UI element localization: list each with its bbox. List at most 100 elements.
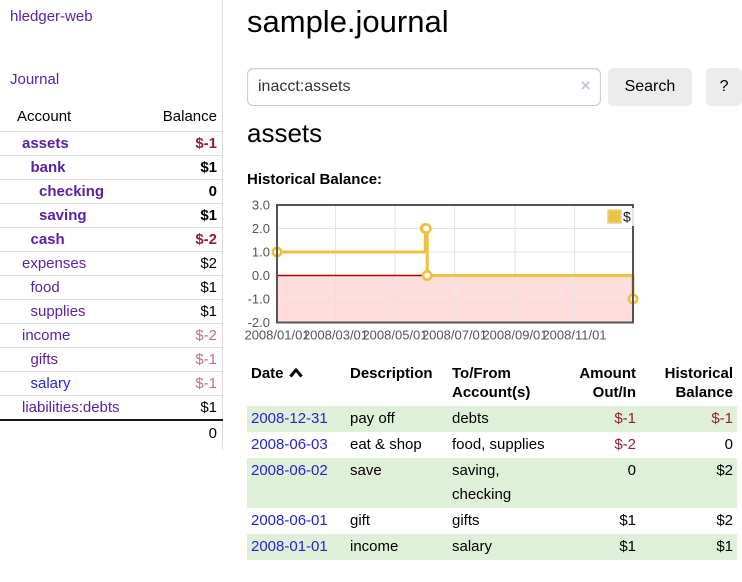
svg-text:-2.0: -2.0 xyxy=(248,315,270,330)
clear-search-icon[interactable]: × xyxy=(580,76,591,95)
account-balance: $-1 xyxy=(195,375,217,392)
register-header-row: Date Description To/From Account(s) Amou… xyxy=(247,360,737,406)
account-heading: assets xyxy=(247,118,323,148)
app-brand-link[interactable]: hledger-web xyxy=(10,8,93,25)
account-balance: $-1 xyxy=(195,351,217,368)
register-header-balance: Historical Balance xyxy=(664,365,733,401)
register-row: 2008-12-31 pay off debts $-1 $-1 xyxy=(247,406,737,432)
svg-text:0.0: 0.0 xyxy=(252,268,270,283)
register-amount: $-1 xyxy=(614,410,636,427)
historical-balance-chart[interactable]: 3.0 2.0 1.0 0.0 -1.0 -2.02008/01/012008/03/01… xyxy=(244,198,742,346)
register-date-link[interactable]: 2008-01-01 xyxy=(251,538,328,555)
search-bar: × Search ? xyxy=(247,68,742,106)
register-header-amount: Amount Out/In xyxy=(579,365,636,401)
account-row: checking 0 xyxy=(0,179,223,204)
search-input[interactable] xyxy=(247,68,601,106)
account-row: assets $-1 xyxy=(0,131,223,156)
register-amount: $1 xyxy=(619,512,636,529)
sidebar-account-link-supplies[interactable]: supplies xyxy=(30,303,86,320)
account-balance: $1 xyxy=(200,159,217,176)
sidebar-account-link-bank[interactable]: bank xyxy=(30,159,66,176)
register-date-link[interactable]: 2008-12-31 xyxy=(251,410,328,427)
svg-text:2008/01/01: 2008/01/01 xyxy=(244,328,309,343)
sidebar-account-link-assets[interactable]: assets xyxy=(22,135,69,152)
account-row: cash $-2 xyxy=(0,227,223,252)
search-input-wrap: × xyxy=(247,68,601,106)
register-accounts: gifts xyxy=(452,512,480,529)
accounts-header-row: Account Balance xyxy=(0,104,223,132)
sidebar-account-link-cash[interactable]: cash xyxy=(30,231,65,248)
register-row: 2008-06-03 eat & shop food, supplies $-2… xyxy=(247,432,737,458)
register-balance: $2 xyxy=(716,462,733,479)
main-content: sample.journal × Search ? assets Histori… xyxy=(244,0,742,582)
account-balance: $1 xyxy=(200,279,217,296)
register-row: 2008-06-02 save saving, checking 0 $2 xyxy=(247,458,737,508)
account-balance: $2 xyxy=(200,255,217,272)
sidebar-item-journal[interactable]: Journal xyxy=(10,71,60,88)
register-row: 2008-06-01 gift gifts $1 $2 xyxy=(247,508,737,534)
account-balance: $1 xyxy=(200,303,217,320)
accounts-total: 0 xyxy=(208,425,217,442)
account-balance: $1 xyxy=(200,399,217,416)
svg-text:2008/09/01: 2008/09/01 xyxy=(482,328,547,343)
register-header-date[interactable]: Date xyxy=(247,360,346,406)
register-amount: $-2 xyxy=(614,436,636,453)
accounts-header-balance: Balance xyxy=(162,108,217,125)
register-balance: 0 xyxy=(724,436,733,453)
account-balance: $-2 xyxy=(195,231,217,248)
svg-text:2008/05/01: 2008/05/01 xyxy=(362,328,427,343)
register-description: save xyxy=(350,462,382,479)
sidebar-account-link-expenses[interactable]: expenses xyxy=(22,255,87,272)
account-balance: $-2 xyxy=(195,327,217,344)
register-date-link[interactable]: 2008-06-03 xyxy=(251,436,328,453)
sidebar-account-link-checking[interactable]: checking xyxy=(39,183,105,200)
account-row: income $-2 xyxy=(0,323,223,348)
register-accounts: salary xyxy=(452,538,493,555)
register-amount: $1 xyxy=(619,538,636,555)
sidebar-account-link-food[interactable]: food xyxy=(30,279,60,296)
svg-text:3.0: 3.0 xyxy=(252,198,270,213)
register-balance: $-1 xyxy=(711,410,733,427)
svg-text:1.0: 1.0 xyxy=(252,245,270,260)
search-button[interactable]: Search xyxy=(607,68,693,106)
register-row: 2008-01-01 income salary $1 $1 xyxy=(247,534,737,560)
sort-ascending-icon xyxy=(288,368,303,378)
register-balance: $1 xyxy=(716,538,733,555)
sidebar-account-link-liabilitiesdebts[interactable]: liabilities:debts xyxy=(22,399,120,416)
account-row: bank $1 xyxy=(0,155,223,180)
chart-label: Historical Balance: xyxy=(247,171,383,188)
account-balance: $1 xyxy=(200,207,217,224)
register-header-accounts: To/From Account(s) xyxy=(452,365,531,401)
register-balance: $2 xyxy=(716,512,733,529)
page-title: sample.journal xyxy=(247,4,449,39)
register-description: gift xyxy=(350,512,371,529)
account-balance: 0 xyxy=(208,183,217,200)
svg-text:2.0: 2.0 xyxy=(252,221,270,236)
account-row: saving $1 xyxy=(0,203,223,228)
account-balance: $-1 xyxy=(195,135,217,152)
sidebar-account-link-saving[interactable]: saving xyxy=(39,207,87,224)
sidebar: hledger-web Journal Account Balance asse… xyxy=(0,0,223,450)
sidebar-account-link-income[interactable]: income xyxy=(22,327,71,344)
register-table: Date Description To/From Account(s) Amou… xyxy=(247,360,737,560)
account-row: supplies $1 xyxy=(0,299,223,324)
sidebar-account-link-salary[interactable]: salary xyxy=(30,375,71,392)
register-date-link[interactable]: 2008-06-02 xyxy=(251,462,328,479)
register-description: pay off xyxy=(350,410,395,427)
register-amount: 0 xyxy=(627,462,636,479)
register-date-link[interactable]: 2008-06-01 xyxy=(251,512,328,529)
register-accounts: debts xyxy=(452,410,489,427)
sidebar-account-link-gifts[interactable]: gifts xyxy=(30,351,59,368)
svg-text:2008/11/01: 2008/11/01 xyxy=(542,328,606,343)
account-row: gifts $-1 xyxy=(0,347,223,372)
register-accounts: saving, checking xyxy=(452,462,512,503)
account-row: salary $-1 xyxy=(0,371,223,396)
svg-text:-1.0: -1.0 xyxy=(248,292,270,307)
account-row: expenses $2 xyxy=(0,251,223,276)
svg-text:2008/03/01: 2008/03/01 xyxy=(303,328,368,343)
help-button[interactable]: ? xyxy=(706,68,742,106)
register-accounts: food, supplies xyxy=(452,436,545,453)
accounts-total-row: 0 xyxy=(0,420,223,446)
register-header-description: Description xyxy=(350,365,433,382)
accounts-header-account: Account xyxy=(17,108,72,125)
